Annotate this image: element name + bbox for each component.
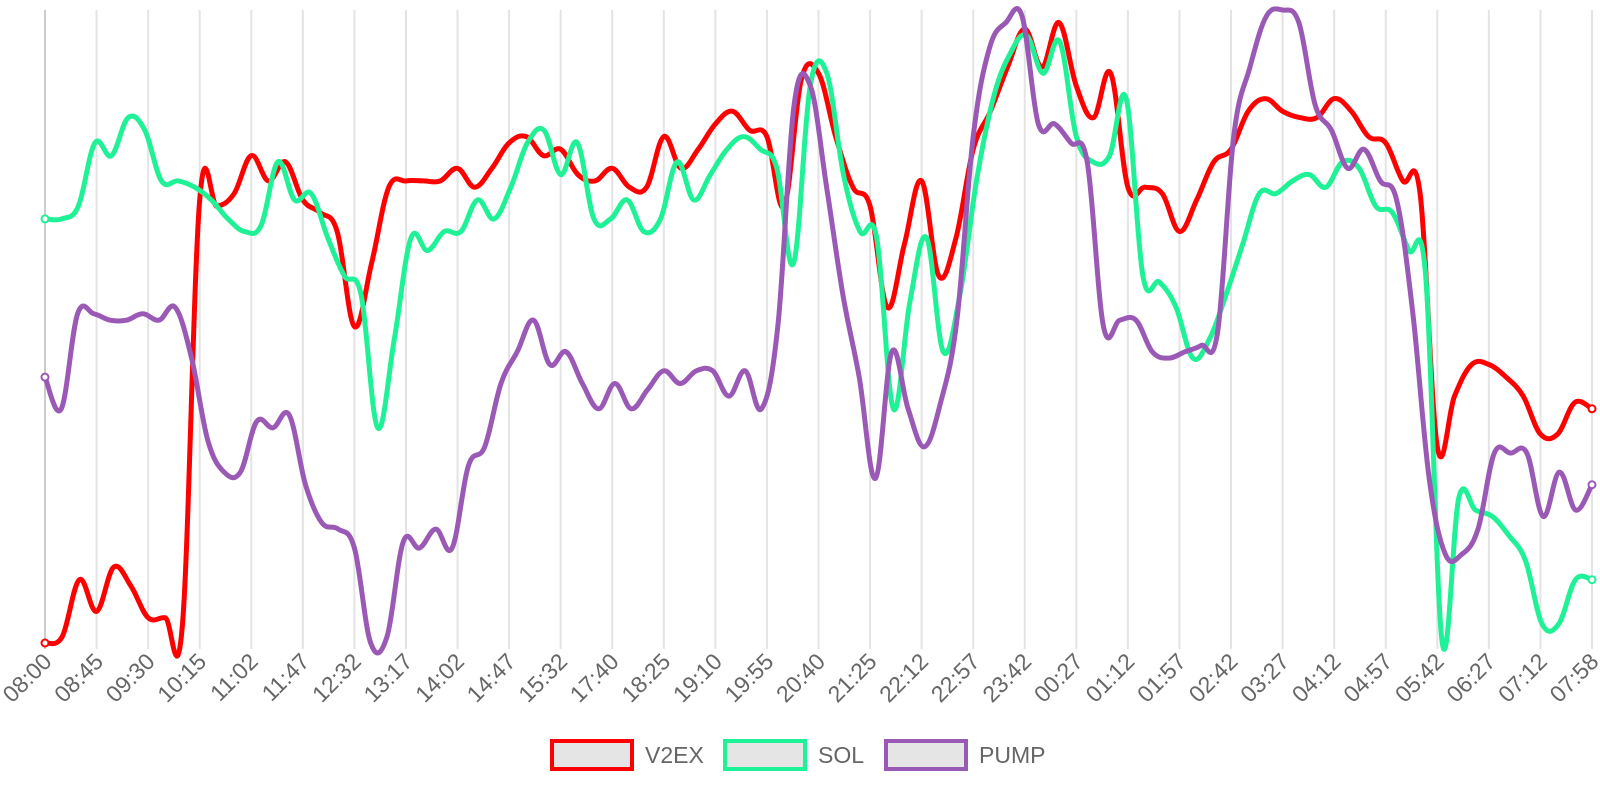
x-tick-label: 23:42 <box>977 648 1036 707</box>
x-tick-label: 10:15 <box>152 648 211 707</box>
legend-swatch-sol <box>723 739 807 771</box>
x-axis-tick-labels: 08:0008:4509:3010:1511:0211:4712:3213:17… <box>0 648 1600 707</box>
x-tick-label: 07:58 <box>1544 648 1600 707</box>
legend-label-sol: SOL <box>818 742 864 768</box>
series-point-sol[interactable] <box>1587 575 1597 585</box>
x-tick-label: 17:40 <box>565 648 624 707</box>
legend-swatch-v2ex <box>550 739 634 771</box>
legend-swatch-pump <box>884 739 968 771</box>
x-tick-label: 07:12 <box>1493 648 1552 707</box>
x-tick-label: 22:12 <box>874 648 933 707</box>
vertical-gridlines <box>44 10 1593 649</box>
x-tick-label: 14:02 <box>410 648 469 707</box>
x-tick-label: 08:00 <box>0 648 57 707</box>
x-tick-label: 11:02 <box>205 648 263 706</box>
x-tick-label: 06:27 <box>1441 648 1500 707</box>
series-point-pump[interactable] <box>40 372 50 382</box>
x-tick-label: 00:27 <box>1029 648 1088 707</box>
x-tick-label: 12:32 <box>307 648 366 707</box>
series-point-v2ex[interactable] <box>40 638 50 648</box>
legend-item-v2ex[interactable]: V2EX <box>550 739 704 771</box>
x-tick-label: 13:17 <box>358 648 417 707</box>
x-tick-label: 18:25 <box>616 648 675 707</box>
series-lines <box>40 6 1597 659</box>
series-point-v2ex[interactable] <box>1587 404 1597 414</box>
x-tick-label: 04:12 <box>1287 648 1346 707</box>
x-tick-label: 21:25 <box>823 648 882 707</box>
x-tick-label: 19:10 <box>668 648 727 707</box>
legend-item-sol[interactable]: SOL <box>723 739 864 771</box>
x-tick-label: 11:47 <box>256 648 314 706</box>
series-point-pump[interactable] <box>1587 480 1597 490</box>
x-tick-label: 03:27 <box>1235 648 1294 707</box>
x-tick-label: 08:45 <box>49 648 108 707</box>
legend-label-v2ex: V2EX <box>645 742 704 768</box>
x-tick-label: 22:57 <box>926 648 985 707</box>
x-tick-label: 05:42 <box>1390 648 1449 707</box>
x-tick-label: 02:42 <box>1183 648 1242 707</box>
x-tick-label: 01:57 <box>1132 648 1191 707</box>
series-point-sol[interactable] <box>40 214 50 224</box>
x-tick-label: 09:30 <box>101 648 160 707</box>
x-tick-label: 04:57 <box>1338 648 1397 707</box>
x-tick-label: 14:47 <box>462 648 521 707</box>
legend-label-pump: PUMP <box>979 742 1045 768</box>
x-tick-label: 20:40 <box>771 648 830 707</box>
series-line-pump <box>42 6 1595 656</box>
x-tick-label: 01:12 <box>1080 648 1139 707</box>
x-tick-label: 15:32 <box>513 648 572 707</box>
legend-item-pump[interactable]: PUMP <box>884 739 1045 771</box>
x-tick-label: 19:55 <box>719 648 778 707</box>
legend: V2EX SOL PUMP <box>550 739 1045 771</box>
